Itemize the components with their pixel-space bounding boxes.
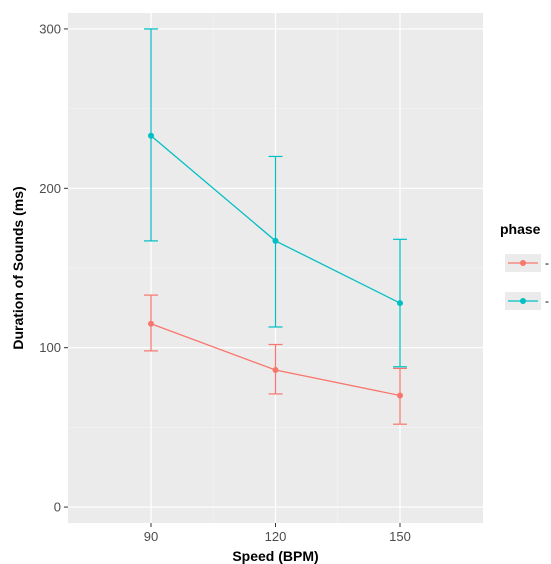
legend-key-point (520, 260, 526, 266)
x-tick-label: 150 (389, 529, 411, 544)
legend-label: - (545, 294, 549, 308)
y-tick-label: 0 (54, 500, 61, 515)
legend-key-point (520, 298, 526, 304)
series-layer (144, 28, 407, 425)
legend-title: phase (500, 221, 541, 237)
y-axis-title: Duration of Sounds (ms) (10, 186, 26, 349)
data-point (397, 300, 403, 307)
legend-key-1 (505, 254, 541, 272)
y-tick-label: 300 (39, 21, 61, 36)
x-axis: 90 120 150 (144, 523, 411, 544)
data-point (272, 237, 279, 244)
x-tick-label: 90 (144, 529, 158, 544)
data-point (397, 392, 403, 399)
y-tick-label: 200 (39, 181, 61, 196)
y-axis: 0 100 200 300 (39, 21, 68, 515)
legend-label: - (545, 256, 549, 270)
y-tick-label: 100 (39, 340, 61, 355)
series-1 (144, 294, 407, 425)
x-axis-title: Speed (BPM) (232, 548, 318, 564)
legend-key-2 (505, 292, 541, 310)
data-point (148, 320, 154, 327)
data-point (272, 367, 279, 373)
legend: phase - - (500, 221, 549, 310)
data-point (148, 132, 154, 139)
x-tick-label: 120 (265, 529, 287, 544)
series-2 (144, 28, 407, 368)
